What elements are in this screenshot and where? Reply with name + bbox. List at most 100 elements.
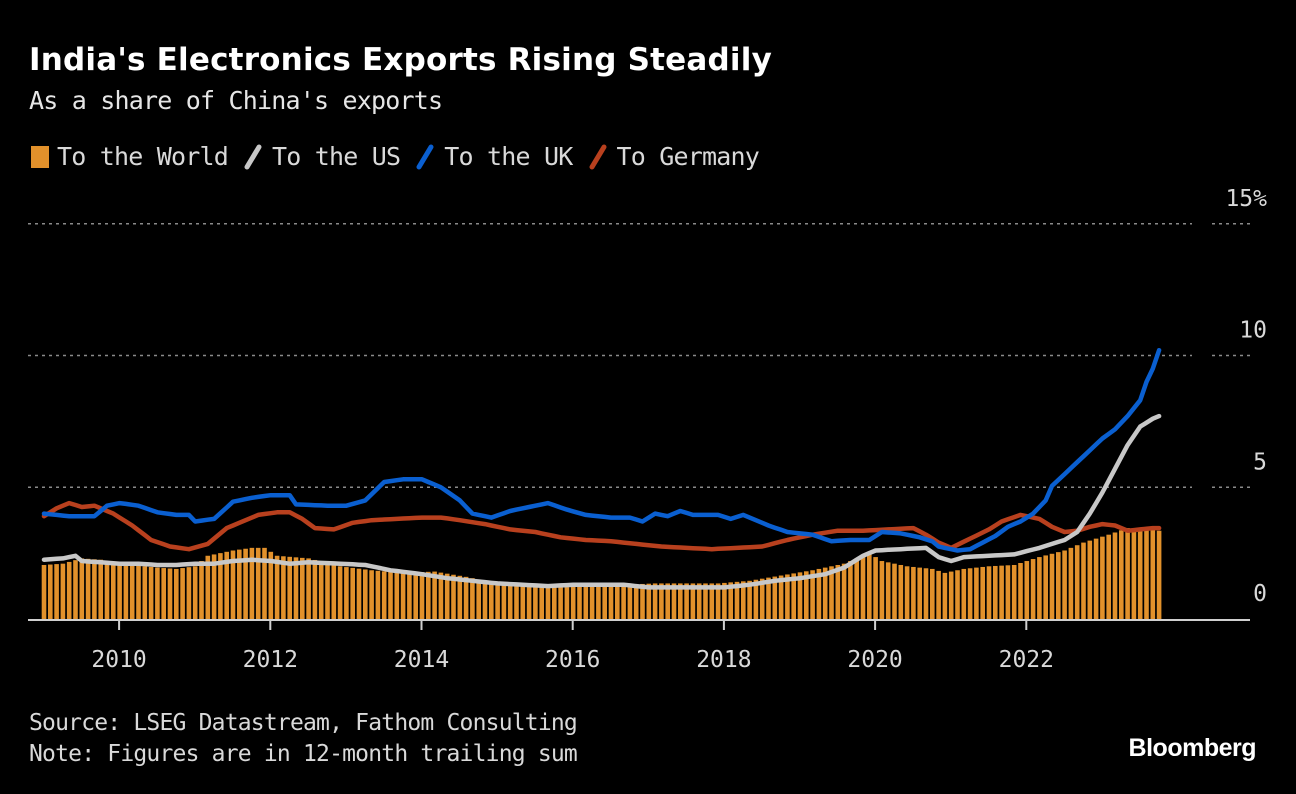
bar-to-the-world — [426, 571, 431, 619]
bar-to-the-world — [980, 566, 985, 619]
bar-to-the-world — [1100, 536, 1105, 619]
bar-to-the-world — [904, 566, 910, 619]
bar-to-the-world — [986, 566, 992, 619]
legend-world-label: To the World — [57, 142, 229, 171]
bar-to-the-world — [709, 583, 715, 619]
bar-to-the-world — [961, 568, 967, 619]
bar-to-the-world — [281, 556, 286, 619]
bar-to-the-world — [243, 548, 248, 619]
bar-to-the-world — [885, 562, 891, 619]
bar-to-the-world — [148, 566, 154, 619]
bar-to-the-world — [331, 564, 337, 619]
bar-to-the-world — [79, 558, 85, 619]
bar-to-the-world — [873, 557, 878, 619]
y-tick-label: 10 — [1239, 318, 1267, 344]
bar-to-the-world — [48, 564, 53, 619]
bar-to-the-world — [942, 572, 948, 619]
bar-to-the-world — [728, 582, 733, 619]
bar-to-the-world — [577, 586, 582, 619]
bar-to-the-world — [930, 568, 935, 619]
bar-to-the-world — [879, 561, 885, 619]
bar-to-the-world — [1150, 530, 1156, 619]
bar-to-the-world — [1112, 532, 1118, 619]
bar-to-the-world — [218, 553, 223, 619]
bar-to-the-world — [974, 567, 979, 619]
bar-to-the-world — [363, 569, 368, 619]
bars-to-the-world — [41, 528, 1162, 619]
bar-to-the-world — [318, 561, 324, 619]
bar-to-the-world — [684, 583, 689, 619]
bar-to-the-world — [230, 550, 236, 619]
bar-to-the-world — [92, 559, 97, 619]
bar-to-the-world — [495, 583, 500, 619]
bar-to-the-world — [211, 554, 217, 619]
figures-note: Note: Figures are in 12-month trailing s… — [29, 741, 578, 767]
legend-item-uk: To the UK — [414, 142, 573, 171]
bar-to-the-world — [923, 568, 929, 619]
bar-to-the-world — [627, 584, 633, 619]
axes: 2010 2012 2014 2016 2018 2020 2022 — [28, 619, 1250, 673]
bar-to-the-world — [1056, 552, 1061, 619]
bar-to-the-world — [810, 570, 815, 619]
bar-to-the-world — [993, 565, 998, 619]
bar-to-the-world — [917, 567, 922, 619]
bar-to-the-world — [835, 564, 841, 619]
bar-to-the-world — [312, 559, 318, 619]
bar-to-the-world — [293, 557, 299, 619]
bar-to-the-world — [520, 584, 526, 619]
bar-to-the-world — [892, 563, 897, 619]
bar-to-the-world — [703, 583, 708, 619]
y-tick-label: 0 — [1253, 581, 1267, 607]
bar-to-the-world — [1062, 550, 1067, 619]
bar-to-the-world — [104, 561, 110, 619]
bar-to-the-world — [501, 583, 507, 619]
bar-to-the-world — [470, 578, 475, 619]
bar-to-the-world — [199, 561, 204, 619]
bar-to-the-world — [375, 570, 381, 619]
line-to-the-uk — [41, 347, 1162, 553]
chart-title: India's Electronics Exports Rising Stead… — [29, 42, 772, 78]
bar-to-the-world — [734, 581, 740, 619]
bar-to-the-world — [413, 572, 418, 619]
bar-to-the-world — [602, 585, 607, 619]
bar-to-the-world — [741, 581, 746, 619]
bar-to-the-world — [860, 555, 866, 619]
legend-uk-slash-icon — [416, 144, 434, 169]
bar-to-the-world — [791, 573, 796, 619]
bar-to-the-world — [224, 551, 229, 619]
bar-to-the-world — [640, 583, 645, 619]
bar-to-the-world — [854, 558, 859, 619]
bar-to-the-world — [419, 572, 425, 619]
bar-to-the-world — [797, 572, 803, 619]
bar-to-the-world — [337, 566, 343, 619]
bar-to-the-world — [759, 578, 765, 619]
legend-us-label: To the US — [272, 142, 401, 171]
bar-to-the-world — [136, 565, 141, 619]
line-to-germany — [41, 500, 1162, 552]
bar-to-the-world — [388, 571, 393, 619]
x-tick-label: 2014 — [394, 647, 449, 673]
bar-to-the-world — [545, 586, 551, 619]
y-tick-label: 15% — [1225, 186, 1267, 212]
bar-to-the-world — [948, 571, 954, 619]
bar-to-the-world — [54, 564, 59, 619]
bar-to-the-world — [237, 549, 242, 619]
bar-to-the-world — [350, 567, 355, 619]
bar-to-the-world — [1093, 538, 1099, 619]
lines — [41, 347, 1162, 590]
bar-to-the-world — [1049, 553, 1055, 619]
bar-to-the-world — [753, 579, 759, 619]
bar-to-the-world — [514, 584, 519, 619]
bar-to-the-world — [192, 566, 198, 619]
bar-to-the-world — [1144, 529, 1149, 619]
bar-to-the-world — [526, 584, 532, 619]
bar-to-the-world — [268, 551, 274, 619]
x-tick-label: 2022 — [999, 647, 1054, 673]
bar-to-the-world — [867, 553, 872, 619]
bar-to-the-world — [722, 582, 727, 619]
legend-uk-label: To the UK — [444, 142, 573, 171]
bar-to-the-world — [715, 583, 721, 619]
bar-to-the-world — [381, 571, 387, 619]
bar-to-the-world — [772, 576, 778, 619]
bar-to-the-world — [85, 558, 91, 619]
